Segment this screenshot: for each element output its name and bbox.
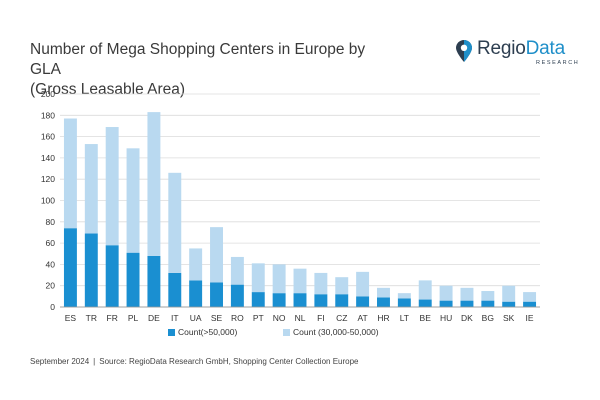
y-tick-label: 40 bbox=[46, 259, 56, 269]
bar-large-hu bbox=[439, 300, 453, 307]
x-tick-label: AT bbox=[357, 313, 367, 323]
bar-large-es bbox=[63, 228, 77, 307]
bar-medium-bg bbox=[481, 291, 495, 301]
x-tick-label: NO bbox=[273, 313, 286, 323]
x-tick-label: FI bbox=[317, 313, 325, 323]
x-tick-label: NL bbox=[295, 313, 306, 323]
bar-large-nl bbox=[293, 293, 307, 307]
bar-medium-pt bbox=[251, 263, 265, 293]
bar-medium-cz bbox=[335, 277, 349, 295]
bar-medium-nl bbox=[293, 268, 307, 294]
footer-source: Source: RegioData Research GmbH, Shoppin… bbox=[99, 357, 359, 366]
x-tick-label: IT bbox=[171, 313, 179, 323]
x-tick-label: HU bbox=[440, 313, 452, 323]
y-tick-label: 60 bbox=[46, 238, 56, 248]
bar-large-it bbox=[168, 272, 182, 307]
y-tick-label: 80 bbox=[46, 217, 56, 227]
y-tick-label: 140 bbox=[41, 153, 55, 163]
logo-wordmark: RegioData bbox=[477, 38, 565, 60]
bar-medium-ro bbox=[230, 256, 244, 285]
x-tick-label: CZ bbox=[336, 313, 347, 323]
bar-large-sk bbox=[502, 301, 516, 307]
bar-large-ua bbox=[189, 280, 203, 307]
x-tick-label: BE bbox=[420, 313, 432, 323]
logo-brand-part-1: Regio bbox=[477, 38, 526, 59]
regiodata-logo: RegioData RESEARCH bbox=[456, 38, 580, 72]
y-tick-label: 200 bbox=[41, 89, 55, 99]
x-tick-label: RO bbox=[231, 313, 244, 323]
bar-medium-se bbox=[210, 227, 223, 283]
bar-medium-ie bbox=[523, 292, 537, 302]
bar-large-be bbox=[418, 299, 432, 307]
y-tick-label: 180 bbox=[41, 110, 55, 120]
x-tick-label: HR bbox=[377, 313, 389, 323]
bar-chart: 0 20 40 60 80 100 120 140 160 180 200 ES TR FR PL DE IT U… bbox=[41, 89, 540, 337]
y-tick-label: 160 bbox=[41, 132, 55, 142]
bar-large-ro bbox=[230, 284, 244, 307]
bar-medium-it bbox=[168, 172, 182, 273]
bar-medium-lt bbox=[397, 293, 411, 299]
x-tick-label: DE bbox=[148, 313, 160, 323]
bar-medium-at bbox=[356, 271, 370, 297]
bar-medium-hr bbox=[377, 287, 390, 298]
bar-large-se bbox=[210, 282, 223, 307]
x-tick-label: DK bbox=[461, 313, 473, 323]
bar-medium-hu bbox=[439, 285, 453, 301]
x-tick-label: IE bbox=[526, 313, 534, 323]
x-tick-label: ES bbox=[65, 313, 77, 323]
y-tick-label: 0 bbox=[50, 302, 55, 312]
bar-medium-be bbox=[418, 280, 432, 300]
bar-medium-dk bbox=[460, 287, 474, 301]
bar-medium-no bbox=[272, 264, 286, 294]
legend-label-large: Count(>50,000) bbox=[178, 327, 237, 337]
bar-large-no bbox=[272, 293, 286, 307]
bar-medium-fi bbox=[314, 272, 328, 295]
logo-subtitle: RESEARCH bbox=[536, 60, 580, 66]
x-tick-label: BG bbox=[482, 313, 494, 323]
x-tick-label: TR bbox=[86, 313, 97, 323]
x-tick-label: SE bbox=[211, 313, 223, 323]
legend-swatch-large bbox=[168, 329, 175, 336]
legend-swatch-medium bbox=[283, 329, 290, 336]
y-tick-label: 100 bbox=[41, 196, 55, 206]
bar-large-fi bbox=[314, 294, 328, 307]
bar-large-fr bbox=[105, 245, 119, 307]
bar-medium-es bbox=[63, 118, 77, 229]
x-tick-label: UA bbox=[190, 313, 202, 323]
bar-large-tr bbox=[84, 233, 98, 307]
x-tick-label: LT bbox=[400, 313, 409, 323]
chart-title-line-1: Number of Mega Shopping Centers in Europ… bbox=[30, 41, 366, 78]
bar-medium-de bbox=[147, 112, 161, 256]
bar-large-ie bbox=[523, 301, 537, 307]
bar-large-pt bbox=[251, 292, 265, 307]
bar-large-lt bbox=[397, 298, 411, 307]
bar-large-de bbox=[147, 255, 161, 307]
x-tick-label: PL bbox=[128, 313, 139, 323]
y-tick-label: 120 bbox=[41, 174, 55, 184]
bar-medium-tr bbox=[84, 144, 98, 234]
x-tick-label: SK bbox=[503, 313, 515, 323]
bar-large-bg bbox=[481, 300, 495, 307]
bar-large-pl bbox=[126, 252, 140, 307]
bar-large-at bbox=[356, 296, 370, 307]
x-tick-label: PT bbox=[253, 313, 264, 323]
location-pin-icon bbox=[456, 40, 472, 62]
bar-medium-sk bbox=[502, 285, 516, 302]
x-tick-label: FR bbox=[107, 313, 118, 323]
bar-medium-fr bbox=[105, 127, 119, 246]
bar-medium-pl bbox=[126, 148, 140, 253]
footer-separator: | bbox=[93, 357, 96, 366]
bar-medium-ua bbox=[189, 248, 203, 281]
footer-date: September 2024 bbox=[30, 357, 90, 366]
y-tick-label: 20 bbox=[46, 281, 56, 291]
chart-footer: September 2024 | Source: RegioData Researc… bbox=[30, 357, 358, 366]
bar-large-dk bbox=[460, 300, 474, 307]
legend-label-medium: Count (30,000-50,000) bbox=[293, 327, 379, 337]
bar-large-cz bbox=[335, 294, 349, 307]
logo-brand-part-2: Data bbox=[525, 38, 566, 59]
bar-large-hr bbox=[377, 297, 390, 307]
